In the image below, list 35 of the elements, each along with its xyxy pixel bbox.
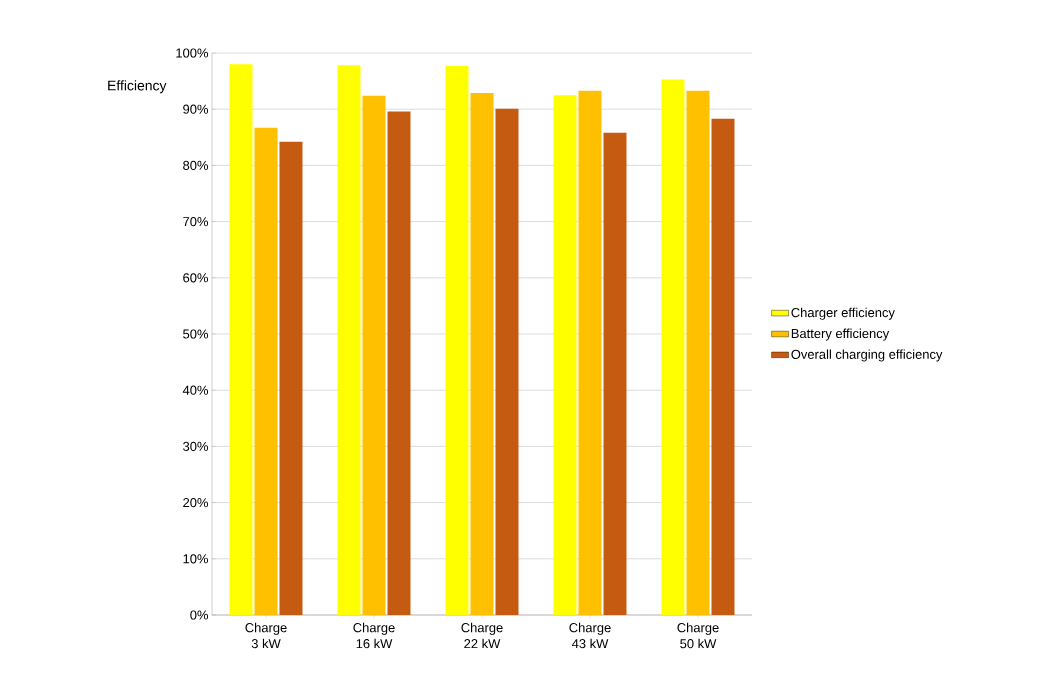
bar — [578, 90, 602, 615]
bar — [254, 127, 278, 615]
x-tick-label: Charge 43 kW — [569, 622, 611, 649]
bar — [445, 65, 469, 615]
legend-label: Charger efficiency — [791, 307, 895, 320]
y-tick-label: 50% — [183, 329, 209, 339]
x-tick-label: Charge 50 kW — [677, 622, 719, 649]
x-tick-label: Charge 3 kW — [245, 622, 287, 649]
y-tick-label: 90% — [183, 104, 209, 114]
x-tick-label: Charge 16 kW — [353, 622, 395, 649]
y-tick-label: 70% — [183, 217, 209, 227]
bar — [661, 79, 685, 615]
legend-label: Battery efficiency — [791, 328, 890, 341]
bar — [686, 90, 710, 615]
y-tick-label: 30% — [183, 441, 209, 451]
y-axis-title: Efficiency — [108, 80, 167, 94]
legend-label: Overall charging efficiency — [791, 349, 943, 362]
bar — [279, 141, 303, 615]
y-tick-label: 60% — [183, 273, 209, 283]
bar — [470, 92, 494, 615]
y-tick-label: 10% — [183, 554, 209, 564]
bar — [362, 95, 386, 615]
bar — [229, 64, 253, 615]
bar — [495, 108, 519, 615]
y-tick-label: 80% — [183, 160, 209, 170]
bar — [337, 65, 361, 615]
bar — [387, 111, 411, 615]
x-tick-label: Charge 22 kW — [461, 622, 503, 649]
bar — [553, 95, 577, 615]
y-tick-label: 20% — [183, 498, 209, 508]
bar — [711, 118, 735, 615]
bar — [603, 132, 627, 615]
y-tick-label: 40% — [182, 385, 209, 395]
y-tick-label: 0% — [190, 610, 209, 620]
y-tick-label: 100% — [176, 48, 209, 58]
